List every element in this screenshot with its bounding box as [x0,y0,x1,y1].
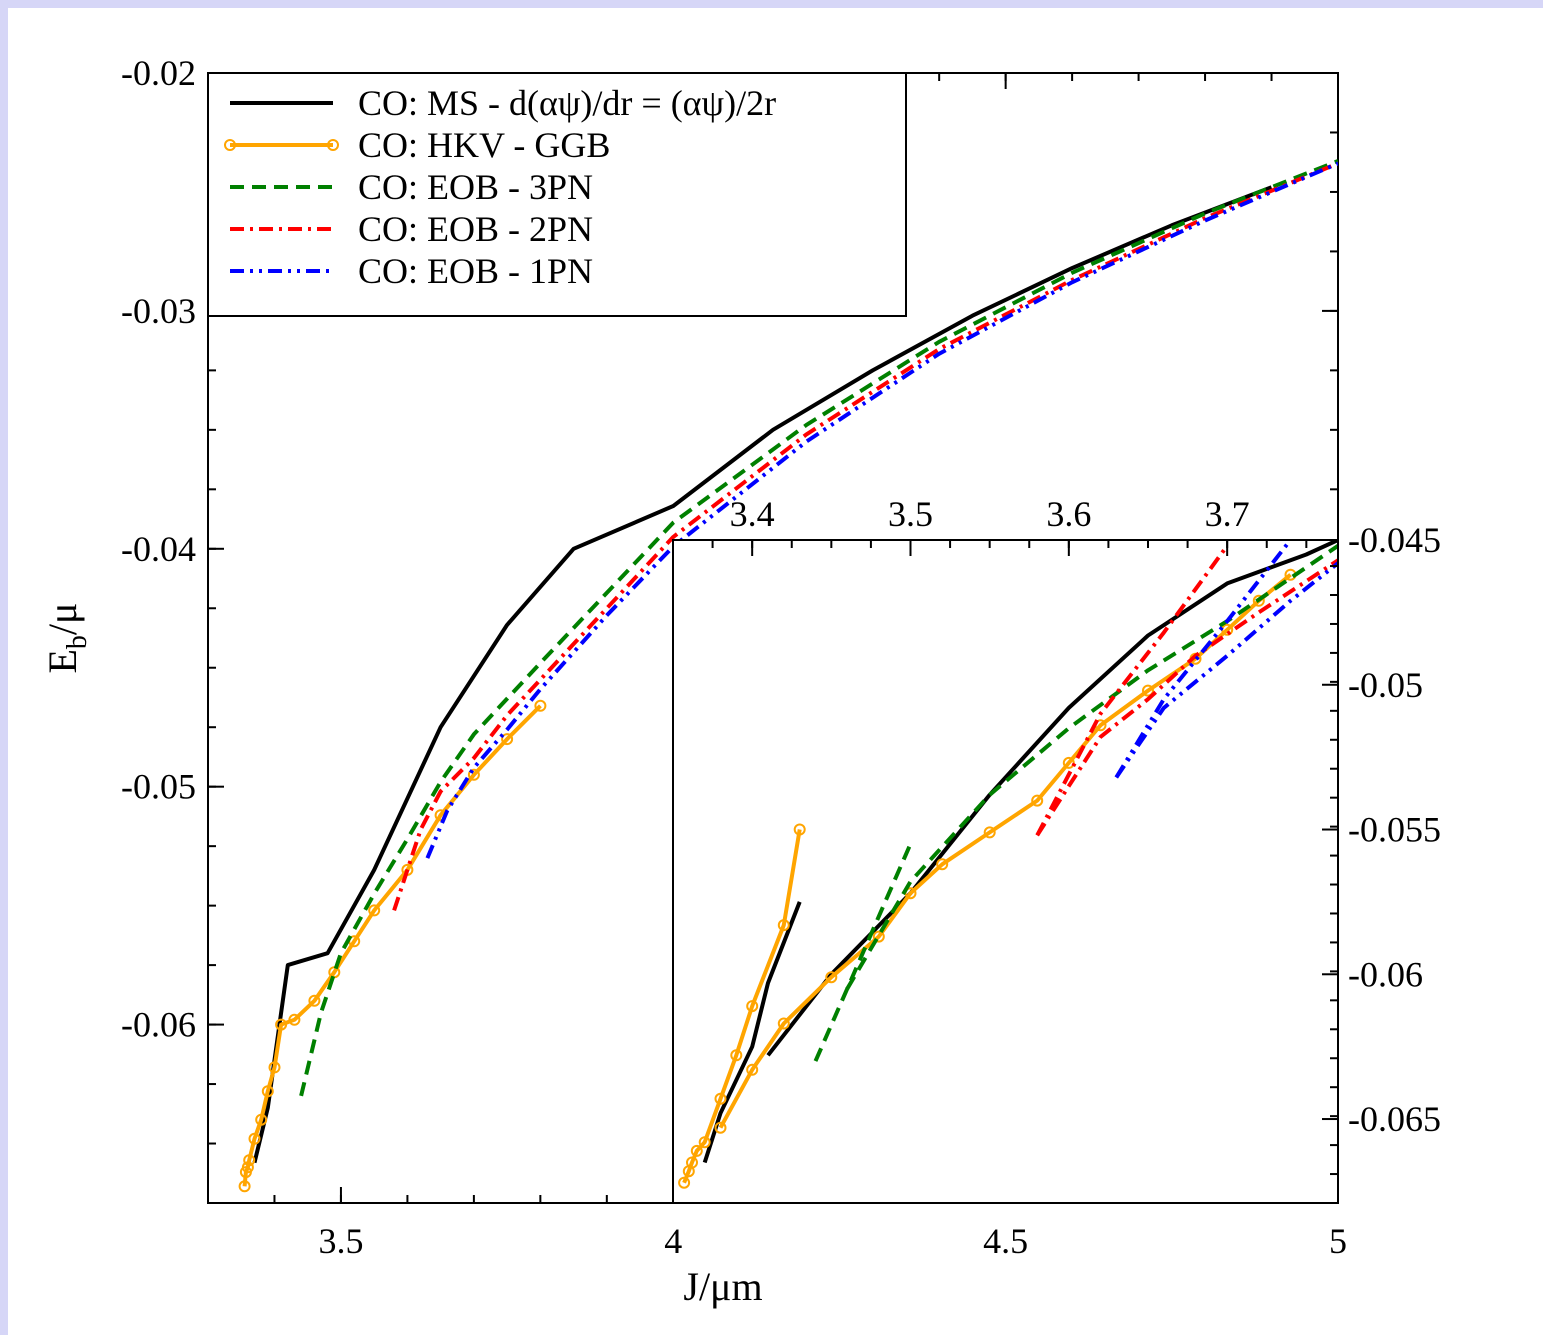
x-tick-label-1: 4 [664,1221,682,1261]
chart-svg: 3.5 4 4.5 5-0.02-0.03-0.04-0.05-0.06 3.4 3.5… [40,53,1441,1309]
main-series-1-point-16 [467,768,480,781]
legend-box [207,72,907,317]
inset-y-tick-label-4: -0.065 [1348,1099,1441,1139]
inset-series-2-point-3 [690,1144,703,1157]
main-series-1-point-18 [534,699,547,712]
y-tick-label-2: -0.04 [121,529,196,569]
inset-series-line-4 [813,843,913,1062]
main-series-line-1 [242,704,542,1187]
main-series-1-point-17 [501,733,514,746]
inset-series-3-point-4 [872,930,885,943]
inset-series-line-8 [1114,561,1338,779]
y-axis-label-tail: /μ [40,603,85,636]
inset-plot-frame [672,539,1339,1204]
legend-label-3: CO: EOB - 2PN [358,209,593,249]
inset-x-tick-label-1: 3.5 [888,494,933,534]
inset-series-line-6 [1035,558,1338,837]
main-series-1-point-13 [368,904,381,917]
inset-series-line-9 [1114,540,1293,779]
inset-series-2-point-6 [730,1049,743,1062]
y-axis-label-main: E [40,649,85,673]
y-tick-label-0: -0.02 [121,53,196,93]
main-series-1-point-5 [255,1113,268,1126]
main-series-1-point-2 [241,1161,254,1174]
main-series-1-point-7 [268,1061,281,1074]
inset-series-2-point-9 [793,823,806,836]
legend-label-4: CO: EOB - 1PN [358,251,593,291]
main-series-line-4 [425,161,1338,859]
inset-x-tick-label-0: 3.4 [730,494,775,534]
inset-series-3-point-3 [825,971,838,984]
main-series-1-point-0 [238,1180,251,1193]
inset-y-tick-label-1: -0.05 [1348,665,1423,705]
inset-series-3-point-14 [1252,594,1265,607]
inset-series-2-point-7 [746,1000,759,1013]
legend-label-2: CO: EOB - 3PN [358,167,593,207]
x-tick-label-2: 4.5 [983,1221,1028,1261]
y-axis-label-subscript: b [62,635,93,649]
inset-series-3-point-1 [746,1063,759,1076]
main-series-1-point-3 [243,1154,256,1167]
inset-series-3-point-8 [1031,794,1044,807]
x-tick-label-3: 5 [1329,1221,1347,1261]
inset-series-3-point-6 [936,858,949,871]
legend-label-0: CO: MS - d(αψ)/dr = (αψ)/2r [358,83,776,123]
legend-label-1: CO: HKV - GGB [358,125,610,165]
inset-background [673,540,1338,1203]
y-axis-label: Eb/μ [40,603,93,674]
x-axis-label: J/μm [683,1264,762,1309]
inset-y-tick-label-0: -0.045 [1348,520,1441,560]
main-series-1-point-6 [261,1085,274,1098]
x-tick-label-0: 3.5 [318,1221,363,1261]
inset-x-tick-label-3: 3.7 [1205,494,1250,534]
inset-series-2-point-8 [777,919,790,932]
inset-series-line-1 [766,540,1338,1057]
main-plot-area [238,159,1338,1193]
inset-plot-area [678,540,1338,1189]
inset-x-tick-label-2: 3.6 [1046,494,1091,534]
inset-y-tick-label-2: -0.055 [1348,810,1441,850]
inset-series-3-point-11 [1142,684,1154,697]
inset-series-2-point-5 [714,1092,727,1105]
inset-series-3-point-9 [1062,756,1075,769]
main-series-1-point-4 [248,1132,261,1145]
y-tick-label-4: -0.06 [121,1005,196,1045]
inset-series-3-point-2 [777,1017,790,1030]
inset-series-2-point-2 [686,1156,698,1169]
main-series-line-0 [252,185,1273,1164]
inset-series-2-point-4 [698,1136,711,1149]
y-tick-label-1: -0.03 [121,291,196,331]
inset-axes: 3.4 3.5 3.6 3.7 -0.045 -0.05 -0.055 -0.06 -0.065 [672,494,1441,1204]
inset-series-line-7 [1035,544,1229,837]
chart-frame: 3.5 4 4.5 5 -0.02 -0.03 -0.04 -0.05 -0.06 3.4 3.5… [8,8,1543,1335]
legend-marker-1-b [327,139,339,151]
legend-marker-1-a [224,139,236,151]
inset-y-tick-label-3: -0.06 [1348,954,1423,994]
inset-series-3-point-0 [714,1121,727,1134]
y-tick-label-3: -0.05 [121,767,196,807]
inset-series-2-point-0 [678,1176,691,1189]
inset-series-3-point-7 [983,826,996,839]
main-series-1-point-9 [288,1013,301,1026]
main-series-line-3 [392,161,1338,912]
main-series-line-2 [299,159,1338,1097]
main-series-1-point-10 [308,994,321,1007]
main-axes: 3.5 4 4.5 5 -0.02 -0.03 -0.04 -0.05 -0.06 [121,53,1347,1261]
main-series-1-point-8 [275,1018,288,1031]
